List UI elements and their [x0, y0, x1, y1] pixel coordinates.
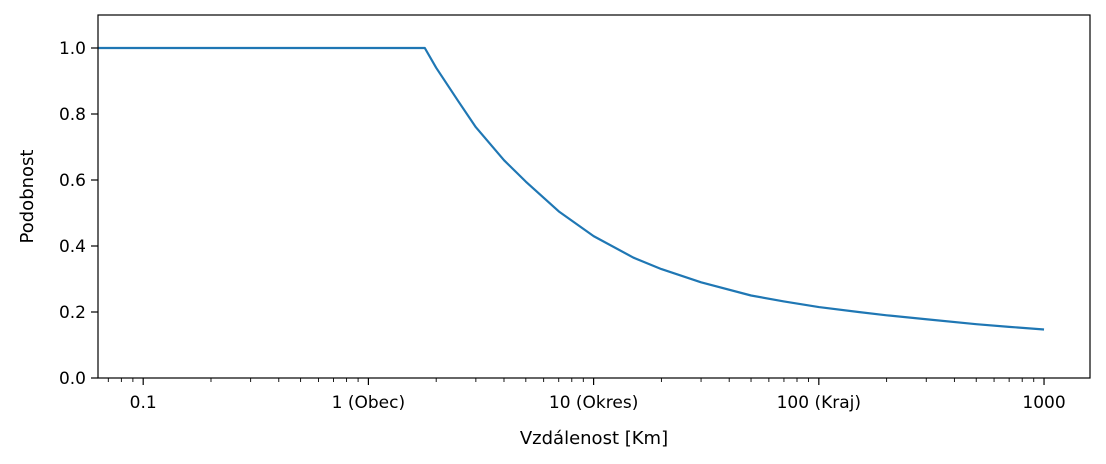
- series-line: [98, 46, 1045, 331]
- x-minor-ticks: [107, 378, 1035, 382]
- x-tick-label: 10 (Okres): [549, 393, 638, 413]
- y-tick-label: 0.0: [59, 369, 86, 389]
- y-axis-label: Podobnost: [17, 150, 38, 244]
- y-tick-label: 0.4: [59, 237, 86, 257]
- x-tick-label: 1 (Obec): [332, 393, 405, 413]
- y-tick-label: 1.0: [59, 39, 86, 59]
- y-tick-label: 0.6: [59, 171, 86, 191]
- x-axis-ticks: 0.1 1 (Obec) 10 (Okres) 100 (Kraj) 1000: [130, 378, 1066, 413]
- y-tick-label: 0.8: [59, 105, 86, 125]
- x-axis-label: Vzdálenost [Km]: [520, 428, 668, 449]
- x-tick-label: 1000: [1022, 393, 1065, 413]
- plot-frame: [97, 14, 1091, 379]
- x-tick-label: 100 (Kraj): [777, 393, 861, 413]
- x-tick-label: 0.1: [130, 393, 157, 413]
- y-axis-ticks: 0.0 0.2 0.4 0.6 0.8 1.0: [59, 39, 98, 389]
- y-tick-label: 0.2: [59, 303, 86, 323]
